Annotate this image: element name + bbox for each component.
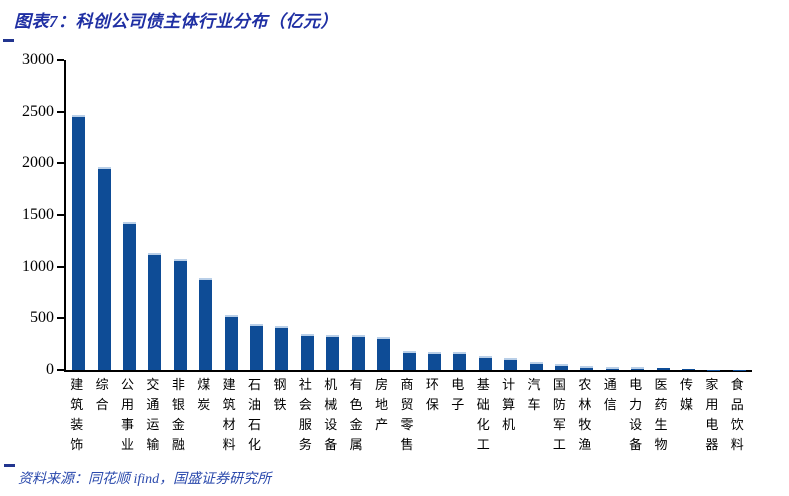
x-category-label: 公用事业 [121, 377, 135, 452]
y-tick-mark [57, 214, 64, 216]
y-tick-label: 1000 [22, 257, 54, 275]
bar-综合 [97, 167, 111, 370]
title-dash [3, 39, 14, 42]
y-tick-label: 2000 [22, 154, 54, 172]
source-dash [4, 464, 15, 467]
x-category-label: 汽车 [527, 377, 541, 412]
x-category-label: 电力设备 [629, 377, 643, 452]
x-category-label: 交通运输 [146, 377, 160, 452]
bar-环保 [427, 352, 441, 370]
bar-建筑装饰 [72, 115, 86, 370]
bar-钢铁 [275, 326, 289, 370]
x-category-label: 食品饮料 [730, 377, 744, 452]
y-tick-mark [57, 369, 64, 371]
y-tick-label: 2500 [22, 102, 54, 120]
x-category-label: 通信 [603, 377, 617, 412]
y-tick-label: 3000 [22, 51, 54, 68]
y-tick-mark [57, 110, 64, 113]
bar-交通运输 [148, 252, 162, 370]
x-category-label: 环保 [425, 377, 439, 412]
bar-商贸零售 [402, 351, 416, 370]
x-axis-labels: 建筑装饰综合公用事业交通运输非银金融煤炭建筑材料石油石化钢铁社会服务机械设备有色… [64, 378, 750, 468]
bar-电力设备 [631, 367, 645, 370]
bar-房地产 [377, 337, 391, 370]
x-category-label: 综合 [95, 377, 109, 412]
bar-基础化工 [478, 356, 492, 370]
bar-石油石化 [250, 323, 264, 370]
bar-有色金属 [351, 335, 365, 370]
bar-非银金融 [173, 259, 187, 370]
x-category-label: 传媒 [679, 377, 693, 412]
x-category-label: 有色金属 [349, 377, 363, 452]
x-category-label: 石油石化 [248, 377, 262, 452]
bar-农林牧渔 [580, 365, 594, 370]
y-tick-mark [57, 265, 64, 268]
bar-医药生物 [656, 368, 670, 370]
x-category-label: 商贸零售 [400, 377, 414, 452]
x-category-label: 医药生物 [654, 377, 668, 452]
bar-传媒 [681, 369, 695, 370]
plot-area: 0 500 1000 1500 2000 2500 3000 [22, 51, 752, 378]
x-category-label: 建筑装饰 [70, 377, 84, 452]
y-tick-mark [57, 317, 64, 320]
x-category-label: 建筑材料 [222, 377, 236, 452]
bar-煤炭 [199, 278, 213, 370]
x-category-label: 国防军工 [552, 377, 566, 452]
y-tick-label: 0 [46, 361, 54, 378]
y-tick-label: 500 [30, 309, 54, 327]
y-tick-mark [57, 162, 64, 165]
bar-建筑材料 [224, 314, 238, 370]
x-category-label: 非银金融 [171, 377, 185, 452]
bar-通信 [605, 366, 619, 370]
source-note: 资料来源：同花顺 ifind，国盛证券研究所 [18, 472, 272, 487]
x-category-label: 钢铁 [273, 377, 287, 412]
x-category-label: 电子 [451, 377, 465, 412]
bar-公用事业 [123, 222, 137, 370]
x-category-label: 计算机 [502, 377, 516, 432]
x-category-label: 社会服务 [298, 377, 312, 452]
bar-电子 [453, 351, 467, 370]
x-category-label: 农林牧渔 [578, 377, 592, 452]
figure-title: 图表7：科创公司债主体行业分布（亿元） [14, 12, 338, 31]
bar-国防军工 [554, 364, 568, 370]
bar-计算机 [504, 357, 518, 370]
x-category-label: 机械设备 [324, 377, 338, 452]
x-category-label: 房地产 [375, 377, 389, 432]
y-tick-label: 1500 [22, 206, 54, 223]
bar-机械设备 [326, 334, 340, 370]
x-category-label: 煤炭 [197, 377, 211, 412]
bar-社会服务 [300, 333, 314, 370]
bar-汽车 [529, 361, 543, 370]
y-tick-mark [57, 59, 64, 61]
x-category-label: 家用电器 [705, 377, 719, 452]
x-category-label: 基础化工 [476, 377, 490, 452]
